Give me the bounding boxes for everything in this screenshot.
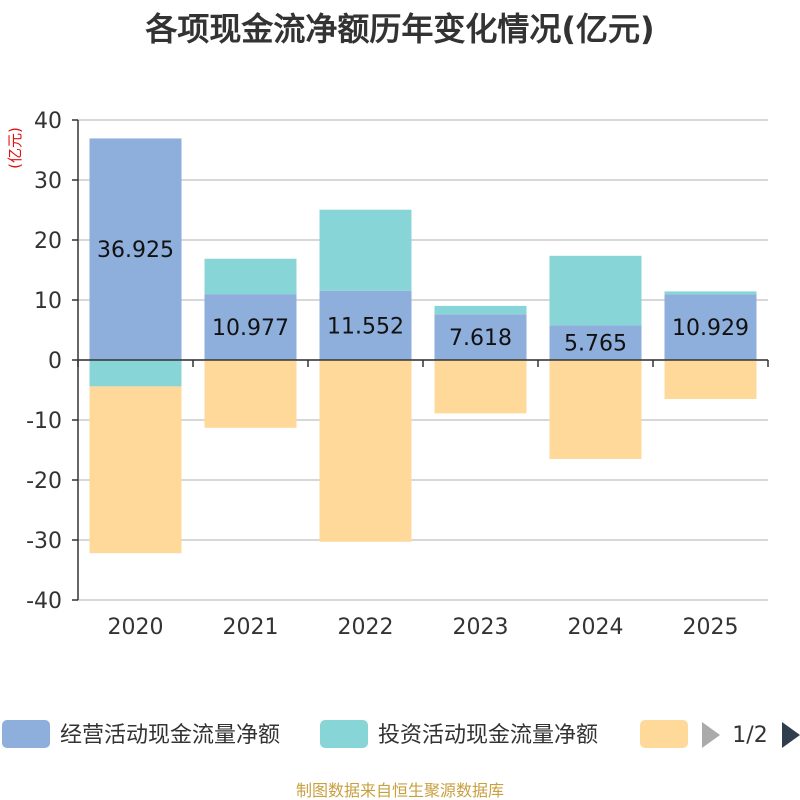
y-tick-label: 10 bbox=[34, 289, 62, 314]
legend-swatch[interactable] bbox=[2, 720, 50, 748]
x-tick-label: 2024 bbox=[568, 615, 624, 640]
bar-2024-series-2[interactable] bbox=[549, 255, 642, 326]
bar-2025-series-1[interactable] bbox=[664, 294, 757, 360]
y-tick-label: 20 bbox=[34, 229, 62, 254]
axes: 40 30 20 10 0 -10 -20 -30 -40 2020 2021 2022 2023 202… bbox=[26, 109, 769, 640]
bar-2021-series-3[interactable] bbox=[204, 360, 297, 428]
bar-labels: 36.925 10.977 11.552 7.618 5.765 10.929 bbox=[97, 238, 749, 356]
y-tick-label: 40 bbox=[34, 109, 62, 134]
y-tick-label: 30 bbox=[34, 169, 62, 194]
bar-2023-series-3[interactable] bbox=[434, 360, 527, 414]
bar-value-label: 10.977 bbox=[212, 316, 289, 341]
legend-next-icon[interactable] bbox=[782, 722, 800, 748]
x-tick-label: 2020 bbox=[108, 615, 164, 640]
bar-2022-series-2[interactable] bbox=[319, 209, 412, 291]
legend-swatch[interactable] bbox=[640, 720, 688, 748]
y-axis-unit-label: (亿元) bbox=[6, 127, 24, 169]
bar-2020-series-1[interactable] bbox=[89, 138, 182, 360]
y-tick-label: -10 bbox=[26, 409, 62, 434]
bar-2023-series-2[interactable] bbox=[434, 305, 527, 315]
bar-2025-series-3[interactable] bbox=[664, 360, 757, 399]
legend-page-indicator: 1/2 bbox=[732, 723, 767, 748]
bar-2023-series-1[interactable] bbox=[434, 314, 527, 360]
bar-2021-series-2[interactable] bbox=[204, 258, 297, 295]
x-tick-label: 2025 bbox=[683, 615, 739, 640]
x-tick-label: 2022 bbox=[338, 615, 394, 640]
bar-2021-series-1[interactable] bbox=[204, 294, 297, 360]
legend-swatch[interactable] bbox=[320, 720, 368, 748]
bar-value-label: 11.552 bbox=[327, 314, 404, 339]
bar-value-label: 10.929 bbox=[672, 316, 749, 341]
bar-2020-series-3[interactable] bbox=[89, 386, 182, 554]
legend-label[interactable]: 投资活动现金流量净额 bbox=[378, 723, 598, 748]
bar-2024-series-1[interactable] bbox=[549, 325, 642, 360]
legend-prev-icon[interactable] bbox=[702, 722, 720, 748]
legend-label[interactable]: 经营活动现金流量净额 bbox=[60, 723, 280, 748]
y-tick-label: 0 bbox=[48, 349, 62, 374]
bar-2025-series-2[interactable] bbox=[664, 291, 757, 295]
legend: 经营活动现金流量净额 投资活动现金流量净额 1/2 bbox=[2, 720, 800, 748]
bars bbox=[89, 138, 757, 554]
bar-value-label: 36.925 bbox=[97, 238, 174, 263]
bar-2020-series-2[interactable] bbox=[89, 360, 182, 387]
bar-2022-series-1[interactable] bbox=[319, 290, 412, 360]
x-tick-label: 2023 bbox=[453, 615, 509, 640]
bar-2024-series-3[interactable] bbox=[549, 360, 642, 459]
y-tick-label: -30 bbox=[26, 529, 62, 554]
bar-2022-series-3[interactable] bbox=[319, 360, 412, 542]
footer-source: 制图数据来自恒生聚源数据库 bbox=[296, 781, 504, 800]
x-tick-label: 2021 bbox=[223, 615, 279, 640]
bar-value-label: 7.618 bbox=[449, 326, 512, 351]
y-tick-label: -20 bbox=[26, 469, 62, 494]
chart-title: 各项现金流净额历年变化情况(亿元) bbox=[145, 10, 654, 48]
y-tick-label: -40 bbox=[26, 589, 62, 614]
bar-value-label: 5.765 bbox=[564, 332, 627, 357]
